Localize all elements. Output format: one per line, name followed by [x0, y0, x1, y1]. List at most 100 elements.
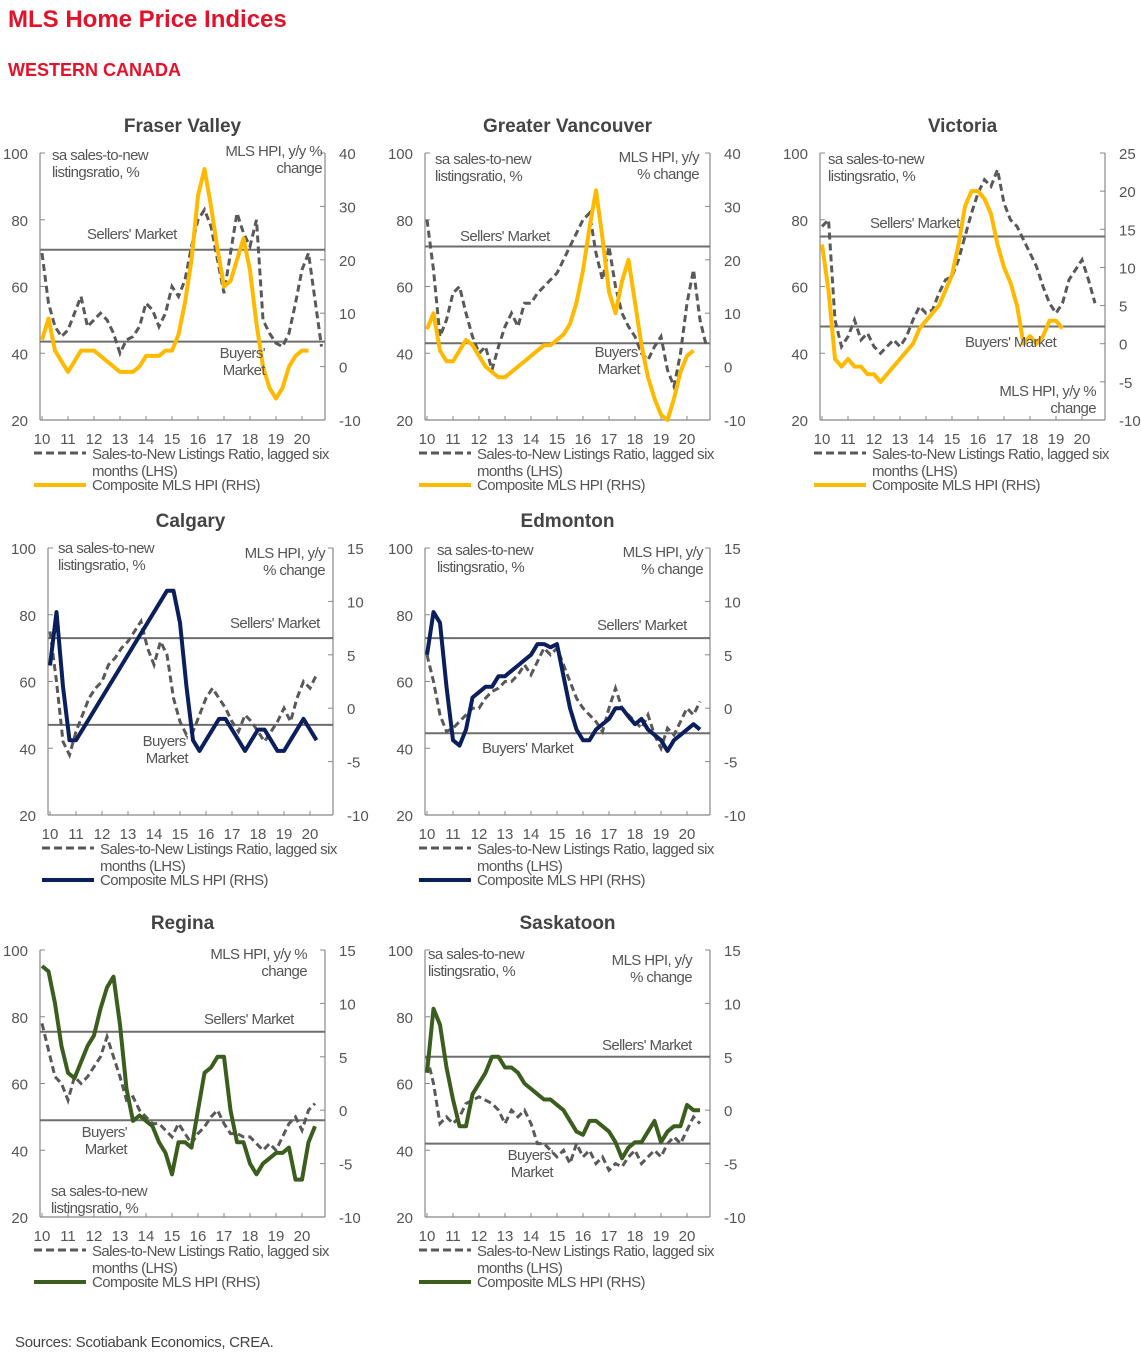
x-tick-label: 15: [549, 826, 566, 843]
right-tick-label: 40: [339, 146, 356, 163]
buyers-market-label: Buyers': [508, 1147, 554, 1164]
x-tick-label: 16: [970, 431, 987, 448]
right-tick-label: 0: [724, 360, 732, 377]
chart-title: Greater Vancouver: [483, 116, 653, 137]
right-tick-label: 15: [724, 943, 741, 960]
buyers-market-label: Buyers': [220, 345, 266, 362]
hpi-series-line: [48, 588, 319, 753]
right-tick-label: 10: [339, 996, 356, 1013]
hpi-series-line: [40, 167, 309, 401]
x-tick-label: 14: [523, 431, 540, 448]
x-tick-label: 14: [138, 431, 155, 448]
x-tick-label: 13: [120, 826, 137, 843]
chart-svg: Edmonton 100 80 60 40 20 15 10 5 0 -5 -10 10 11 12 13 14…: [388, 511, 746, 889]
rhs-axis-label: % change: [263, 562, 325, 579]
x-tick-label: 18: [1022, 431, 1039, 448]
legend-hpi-label: Composite MLS HPI (RHS): [477, 1274, 646, 1291]
left-tick-label: 20: [11, 413, 28, 430]
x-tick-label: 19: [653, 431, 670, 448]
chart-saskatoon: Saskatoon 100 80 60 40 20 15 10 5 0 -5 -10 10 11 12 13 1…: [385, 907, 770, 1302]
x-tick-label: 11: [445, 1228, 461, 1245]
x-tick-label: 11: [60, 431, 76, 448]
chart-title: Fraser Valley: [124, 116, 242, 137]
hpi-series-line: [425, 188, 695, 422]
legend-ratio-label: Sales-to-New Listings Ratio, lagged six: [872, 446, 1110, 463]
rhs-axis-label: % change: [630, 969, 692, 986]
chart-title: Calgary: [156, 511, 226, 532]
right-tick-label: 20: [1119, 184, 1136, 201]
x-tick-label: 20: [294, 431, 311, 448]
lhs-axis-label: sa sales-to-new: [51, 1183, 148, 1200]
rhs-axis-label: change: [1050, 400, 1096, 417]
x-tick-label: 20: [1074, 431, 1091, 448]
left-tick-label: 100: [11, 541, 36, 558]
lhs-axis-label: listingsratio, %: [52, 164, 139, 181]
chart-title: Victoria: [928, 116, 998, 137]
buyers-market-label: Market: [511, 1164, 555, 1181]
left-tick-label: 60: [396, 1077, 413, 1094]
x-tick-label: 19: [1048, 431, 1065, 448]
x-tick-label: 19: [276, 826, 293, 843]
x-tick-label: 15: [164, 1228, 181, 1245]
ratio-series-line: [40, 206, 323, 358]
right-tick-label: 30: [724, 199, 741, 216]
rhs-axis-label: change: [261, 963, 307, 980]
right-tick-label: 5: [724, 1050, 732, 1067]
x-tick-label: 11: [445, 826, 461, 843]
lhs-axis-label: listingsratio, %: [428, 963, 515, 980]
legend-ratio-label: Sales-to-New Listings Ratio, lagged six: [100, 841, 338, 858]
left-tick-label: 20: [396, 1210, 413, 1227]
x-tick-label: 10: [34, 431, 51, 448]
right-tick-label: 0: [1119, 337, 1127, 354]
x-tick-label: 19: [653, 1228, 670, 1245]
x-tick-label: 19: [268, 431, 285, 448]
ratio-series-line: [425, 1056, 702, 1173]
buyers-market-label: Market: [223, 362, 267, 379]
right-tick-label: 5: [724, 648, 732, 665]
lhs-axis-label: listingsratio, %: [58, 557, 145, 574]
left-tick-label: 100: [388, 541, 413, 558]
x-tick-label: 11: [68, 826, 84, 843]
chart-title: Saskatoon: [519, 913, 615, 934]
x-tick-label: 12: [471, 826, 488, 843]
sellers-market-label: Sellers' Market: [230, 615, 321, 632]
left-tick-label: 20: [396, 413, 413, 430]
left-tick-label: 60: [19, 675, 36, 692]
chart-title: Regina: [151, 913, 215, 934]
x-tick-label: 16: [575, 431, 592, 448]
right-tick-label: -10: [1119, 413, 1141, 430]
x-tick-label: 10: [34, 1228, 51, 1245]
x-tick-label: 16: [190, 431, 207, 448]
left-tick-label: 40: [396, 741, 413, 758]
x-tick-label: 13: [892, 431, 909, 448]
left-tick-label: 60: [11, 280, 28, 297]
right-tick-label: 10: [347, 594, 364, 611]
right-tick-label: -5: [724, 755, 737, 772]
rhs-axis-label: MLS HPI, y/y: [619, 149, 700, 166]
sellers-market-label: Sellers' Market: [597, 617, 688, 634]
x-tick-label: 13: [497, 826, 514, 843]
left-tick-label: 60: [396, 280, 413, 297]
right-tick-label: -10: [724, 413, 746, 430]
x-tick-label: 12: [86, 431, 103, 448]
legend-hpi-label: Composite MLS HPI (RHS): [477, 872, 646, 889]
buyers-market-label: Buyers': [82, 1124, 128, 1141]
left-tick-label: 40: [791, 346, 808, 363]
left-tick-label: 80: [11, 213, 28, 230]
right-tick-label: -5: [1119, 375, 1132, 392]
left-tick-label: 100: [388, 146, 413, 163]
x-tick-label: 12: [471, 1228, 488, 1245]
legend-ratio-label-cont: months (LHS): [477, 858, 563, 875]
right-tick-label: 5: [347, 648, 355, 665]
right-tick-label: -10: [724, 808, 746, 825]
lhs-axis-label: sa sales-to-new: [428, 946, 525, 963]
sellers-market-label: Sellers' Market: [204, 1011, 295, 1028]
lhs-axis-label: sa sales-to-new: [435, 151, 532, 168]
buyers-market-label: Market: [85, 1141, 129, 1158]
legend-ratio-label-cont: months (LHS): [92, 1260, 178, 1277]
legend-hpi-label: Composite MLS HPI (RHS): [477, 477, 646, 494]
rhs-axis-label: MLS HPI, y/y %: [225, 143, 322, 160]
legend-hpi-label: Composite MLS HPI (RHS): [872, 477, 1041, 494]
lhs-axis-label: listingsratio, %: [828, 168, 915, 185]
x-tick-label: 11: [60, 1228, 76, 1245]
